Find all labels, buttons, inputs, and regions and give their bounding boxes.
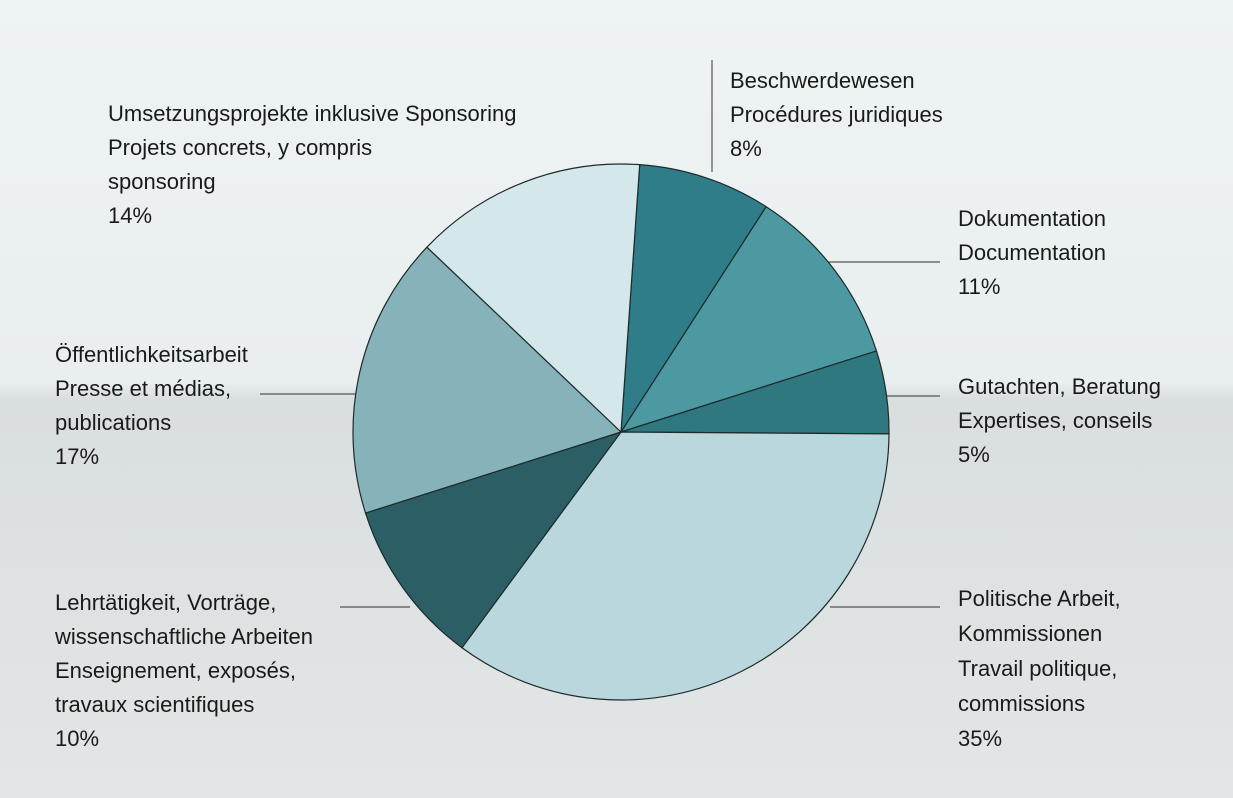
slice-label: travaux scientifiques [55,692,254,717]
slice-label: Dokumentation [958,206,1106,231]
slice-label: Procédures juridiques [730,102,943,127]
slice-label: Kommissionen [958,621,1102,646]
value-label: 5% [958,442,990,467]
pie-slice [364,430,623,649]
slice-label: Lehrtätigkeit, Vorträge, [55,590,276,615]
pie-slice [620,164,768,433]
slice-label: Öffentlichkeitsarbeit [55,342,248,367]
pie-slice [352,246,623,514]
slice-label: Umsetzungsprojekte inklusive Sponsoring [108,101,516,126]
value-label: 14% [108,203,152,228]
slice-label: wissenschaftliche Arbeiten [54,624,313,649]
pie-slice [619,205,878,434]
slice-label: Presse et médias, [55,376,231,401]
slice-label: Documentation [958,240,1106,265]
value-label: 17% [55,444,99,469]
slice-label: Politische Arbeit, [958,586,1121,611]
value-label: 8% [730,136,762,161]
pie-slice [426,163,641,434]
slice-label: Enseignement, exposés, [55,658,296,683]
value-label: 10% [55,726,99,751]
slice-label: sponsoring [108,169,216,194]
pie-slice [461,431,890,701]
slice-label: Beschwerdewesen [730,68,915,93]
slice-label: Gutachten, Beratung [958,374,1161,399]
slice-label: publications [55,410,171,435]
value-label: 11% [958,274,1000,299]
slice-label: Expertises, conseils [958,408,1152,433]
slice-label: Travail politique, [958,656,1117,681]
value-label: 35% [958,726,1002,751]
slice-label: Projets concrets, y compris [108,135,372,160]
slice-label: commissions [958,691,1085,716]
